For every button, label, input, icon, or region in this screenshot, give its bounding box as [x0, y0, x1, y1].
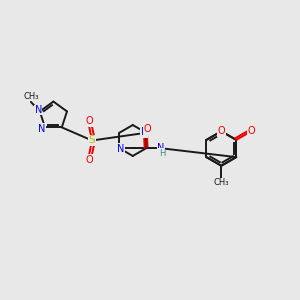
Text: N: N [118, 144, 125, 154]
Text: N: N [35, 105, 42, 115]
Text: CH₃: CH₃ [23, 92, 39, 101]
Text: O: O [85, 154, 93, 164]
Text: CH₃: CH₃ [214, 178, 229, 187]
Text: N: N [157, 143, 165, 153]
Text: O: O [218, 126, 225, 136]
Text: O: O [143, 124, 151, 134]
Text: O: O [85, 116, 93, 127]
Text: H: H [159, 149, 165, 158]
Text: N: N [141, 127, 148, 137]
Text: O: O [248, 126, 255, 136]
Text: S: S [89, 136, 95, 146]
Text: N: N [38, 124, 45, 134]
